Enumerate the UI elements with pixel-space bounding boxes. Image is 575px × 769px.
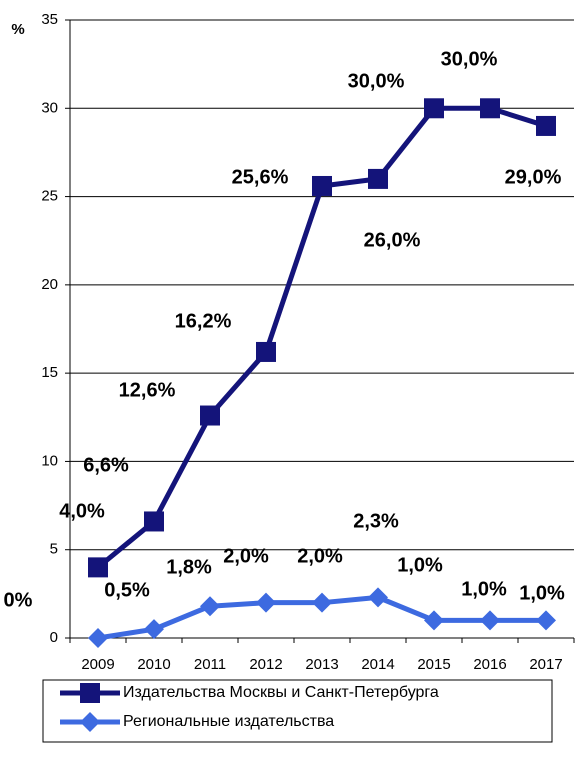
point [88,628,108,648]
y-tick-label: 15 [41,364,58,381]
data-label: 0,5% [104,579,150,601]
point [144,619,164,640]
point [256,341,276,362]
data-label: 26,0% [364,229,421,251]
data-label: 4,0% [59,500,105,522]
y-tick-label: 30 [41,99,58,116]
x-tick-label: 2013 [305,656,338,673]
x-tick-label: 2009 [81,656,114,673]
x-tick-label: 2014 [361,656,394,673]
data-label: 1,8% [166,556,212,578]
point [424,610,444,631]
y-tick-label: 20 [41,276,58,293]
x-tick-label: 2011 [194,656,226,673]
data-label: 12,6% [119,379,176,401]
point [144,511,164,532]
data-label: 2,0% [223,545,269,567]
data-label: 25,6% [232,166,289,188]
point [256,592,276,613]
legend-label: Региональные издательства [123,713,334,730]
point [368,168,388,189]
y-tick-label: 5 [50,541,58,558]
legend-label: Издательства Москвы и Санкт-Петербурга [123,684,439,701]
data-label: 2,3% [353,510,399,532]
data-label: 16,2% [175,310,232,332]
y-axis-label: % [11,21,24,38]
point [536,115,556,136]
data-label: 1,0% [519,582,565,604]
legend-marker [80,712,100,732]
legend-box [42,679,553,743]
x-tick-label: 2015 [417,656,450,673]
data-label: 29,0% [505,166,562,188]
point [312,175,332,196]
x-tick-label: 2017 [529,656,562,673]
point [312,592,332,613]
point [480,610,500,631]
data-label: 1,0% [397,554,443,576]
legend-marker [80,683,100,703]
x-tick-label: 2012 [249,656,282,673]
data-label: 6,6% [83,454,129,476]
point [368,587,388,608]
point [200,405,220,426]
y-tick-label: 0 [50,629,58,646]
point [200,596,220,617]
data-label: 2,0% [297,545,343,567]
data-label: 30,0% [441,48,498,70]
y-tick-label: 10 [41,452,58,469]
data-label: 1,0% [461,578,507,600]
y-tick-label: 35 [41,11,58,28]
x-tick-label: 2010 [137,656,170,673]
point [424,98,444,119]
point [480,98,500,119]
point [536,610,556,631]
data-label: 30,0% [348,70,405,92]
x-tick-label: 2016 [473,656,506,673]
data-label: 0% [4,589,33,611]
y-tick-label: 25 [41,188,58,205]
point [88,557,108,578]
